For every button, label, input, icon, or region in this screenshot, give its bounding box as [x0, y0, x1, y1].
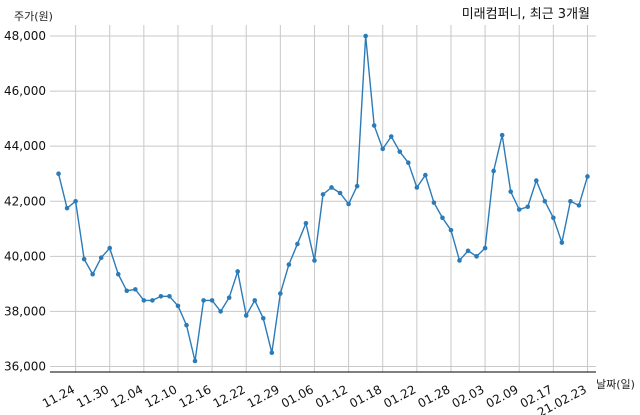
price-point: [158, 293, 164, 299]
price-point: [551, 215, 556, 221]
x-tick-label: 12.16: [177, 382, 214, 410]
price-point: [388, 134, 394, 139]
price-point: [73, 198, 78, 204]
price-point: [508, 189, 513, 194]
x-tick-label: 12.04: [108, 382, 145, 410]
x-tick-label: 12.22: [211, 382, 248, 410]
price-line: [57, 35, 589, 362]
price-point: [474, 254, 479, 259]
price-point: [397, 149, 403, 154]
x-tick-label: 01.28: [415, 382, 452, 410]
price-point: [576, 203, 582, 208]
price-point: [533, 178, 539, 183]
y-tick-label: 36,000: [4, 359, 46, 373]
price-point: [414, 185, 420, 190]
x-tick-label: 11.30: [74, 382, 111, 410]
y-axis-ticks: 36,000 38,000 40,000 42,000 44,000 46,000 48,0…: [4, 29, 46, 373]
price-point: [278, 291, 283, 296]
x-tick-label: 01.12: [313, 382, 350, 410]
x-tick-label: 12.29: [245, 382, 282, 410]
price-point: [465, 248, 471, 254]
price-point: [90, 271, 95, 277]
price-point: [491, 168, 496, 174]
price-point: [269, 350, 275, 356]
price-point: [64, 205, 70, 211]
price-point: [448, 227, 454, 233]
price-point: [363, 33, 368, 39]
price-point: [133, 287, 138, 292]
price-point: [226, 295, 232, 300]
price-point: [243, 313, 249, 318]
price-point: [423, 172, 428, 178]
price-point: [115, 271, 121, 277]
price-point: [542, 198, 548, 204]
price-point: [431, 200, 437, 205]
price-point: [329, 185, 334, 190]
x-tick-label: 01.06: [279, 382, 316, 410]
price-point: [457, 258, 462, 263]
price-point: [406, 160, 411, 165]
x-axis-ticks: 11.2411.3012.0412.1012.1612.2212.2901.06…: [40, 382, 589, 415]
x-axis-title: 날짜(일): [596, 377, 635, 391]
price-point: [525, 204, 531, 210]
price-point: [260, 315, 266, 321]
y-axis-title: 주가(원): [14, 10, 53, 23]
price-point: [559, 240, 565, 245]
y-tick-label: 38,000: [4, 304, 46, 318]
x-tick-label: 02.09: [484, 382, 521, 410]
y-tick-label: 46,000: [4, 84, 46, 98]
price-point: [295, 241, 300, 247]
price-point: [107, 245, 113, 251]
price-point: [516, 207, 522, 212]
price-point: [380, 146, 386, 152]
price-point: [56, 171, 61, 177]
price-point: [346, 201, 351, 207]
price-point: [218, 309, 223, 314]
price-point: [440, 215, 445, 221]
price-point: [124, 288, 130, 294]
price-point: [209, 298, 215, 303]
price-point: [184, 322, 189, 328]
price-series: [56, 33, 590, 364]
price-point: [201, 298, 206, 303]
price-point: [499, 132, 505, 138]
price-point: [192, 358, 198, 364]
price-point: [585, 174, 590, 179]
price-point: [235, 269, 240, 274]
price-point: [98, 255, 104, 261]
y-tick-label: 40,000: [4, 249, 46, 263]
grid: [50, 25, 596, 372]
y-tick-label: 44,000: [4, 139, 46, 153]
price-point: [320, 192, 326, 197]
x-tick-label: 01.18: [347, 382, 384, 410]
x-tick-label: 01.22: [381, 382, 418, 410]
chart-title: 미래컴퍼니, 최근 3개월: [462, 7, 590, 22]
price-point: [337, 190, 343, 196]
x-tick-label: 02.03: [450, 382, 487, 410]
x-tick-label: 12.10: [142, 382, 179, 410]
price-point: [312, 258, 317, 263]
price-point: [354, 183, 360, 189]
x-tick-label: 11.24: [40, 382, 77, 410]
price-point: [482, 245, 488, 251]
price-point: [568, 198, 573, 204]
y-tick-label: 42,000: [4, 194, 46, 208]
y-tick-label: 48,000: [4, 29, 46, 43]
price-point: [252, 298, 258, 303]
price-point: [303, 220, 309, 226]
price-point: [286, 262, 292, 267]
price-point: [175, 303, 181, 309]
price-point: [150, 298, 155, 303]
price-point: [81, 256, 87, 262]
price-point: [371, 123, 377, 128]
price-point: [141, 298, 147, 303]
price-point: [167, 293, 172, 299]
